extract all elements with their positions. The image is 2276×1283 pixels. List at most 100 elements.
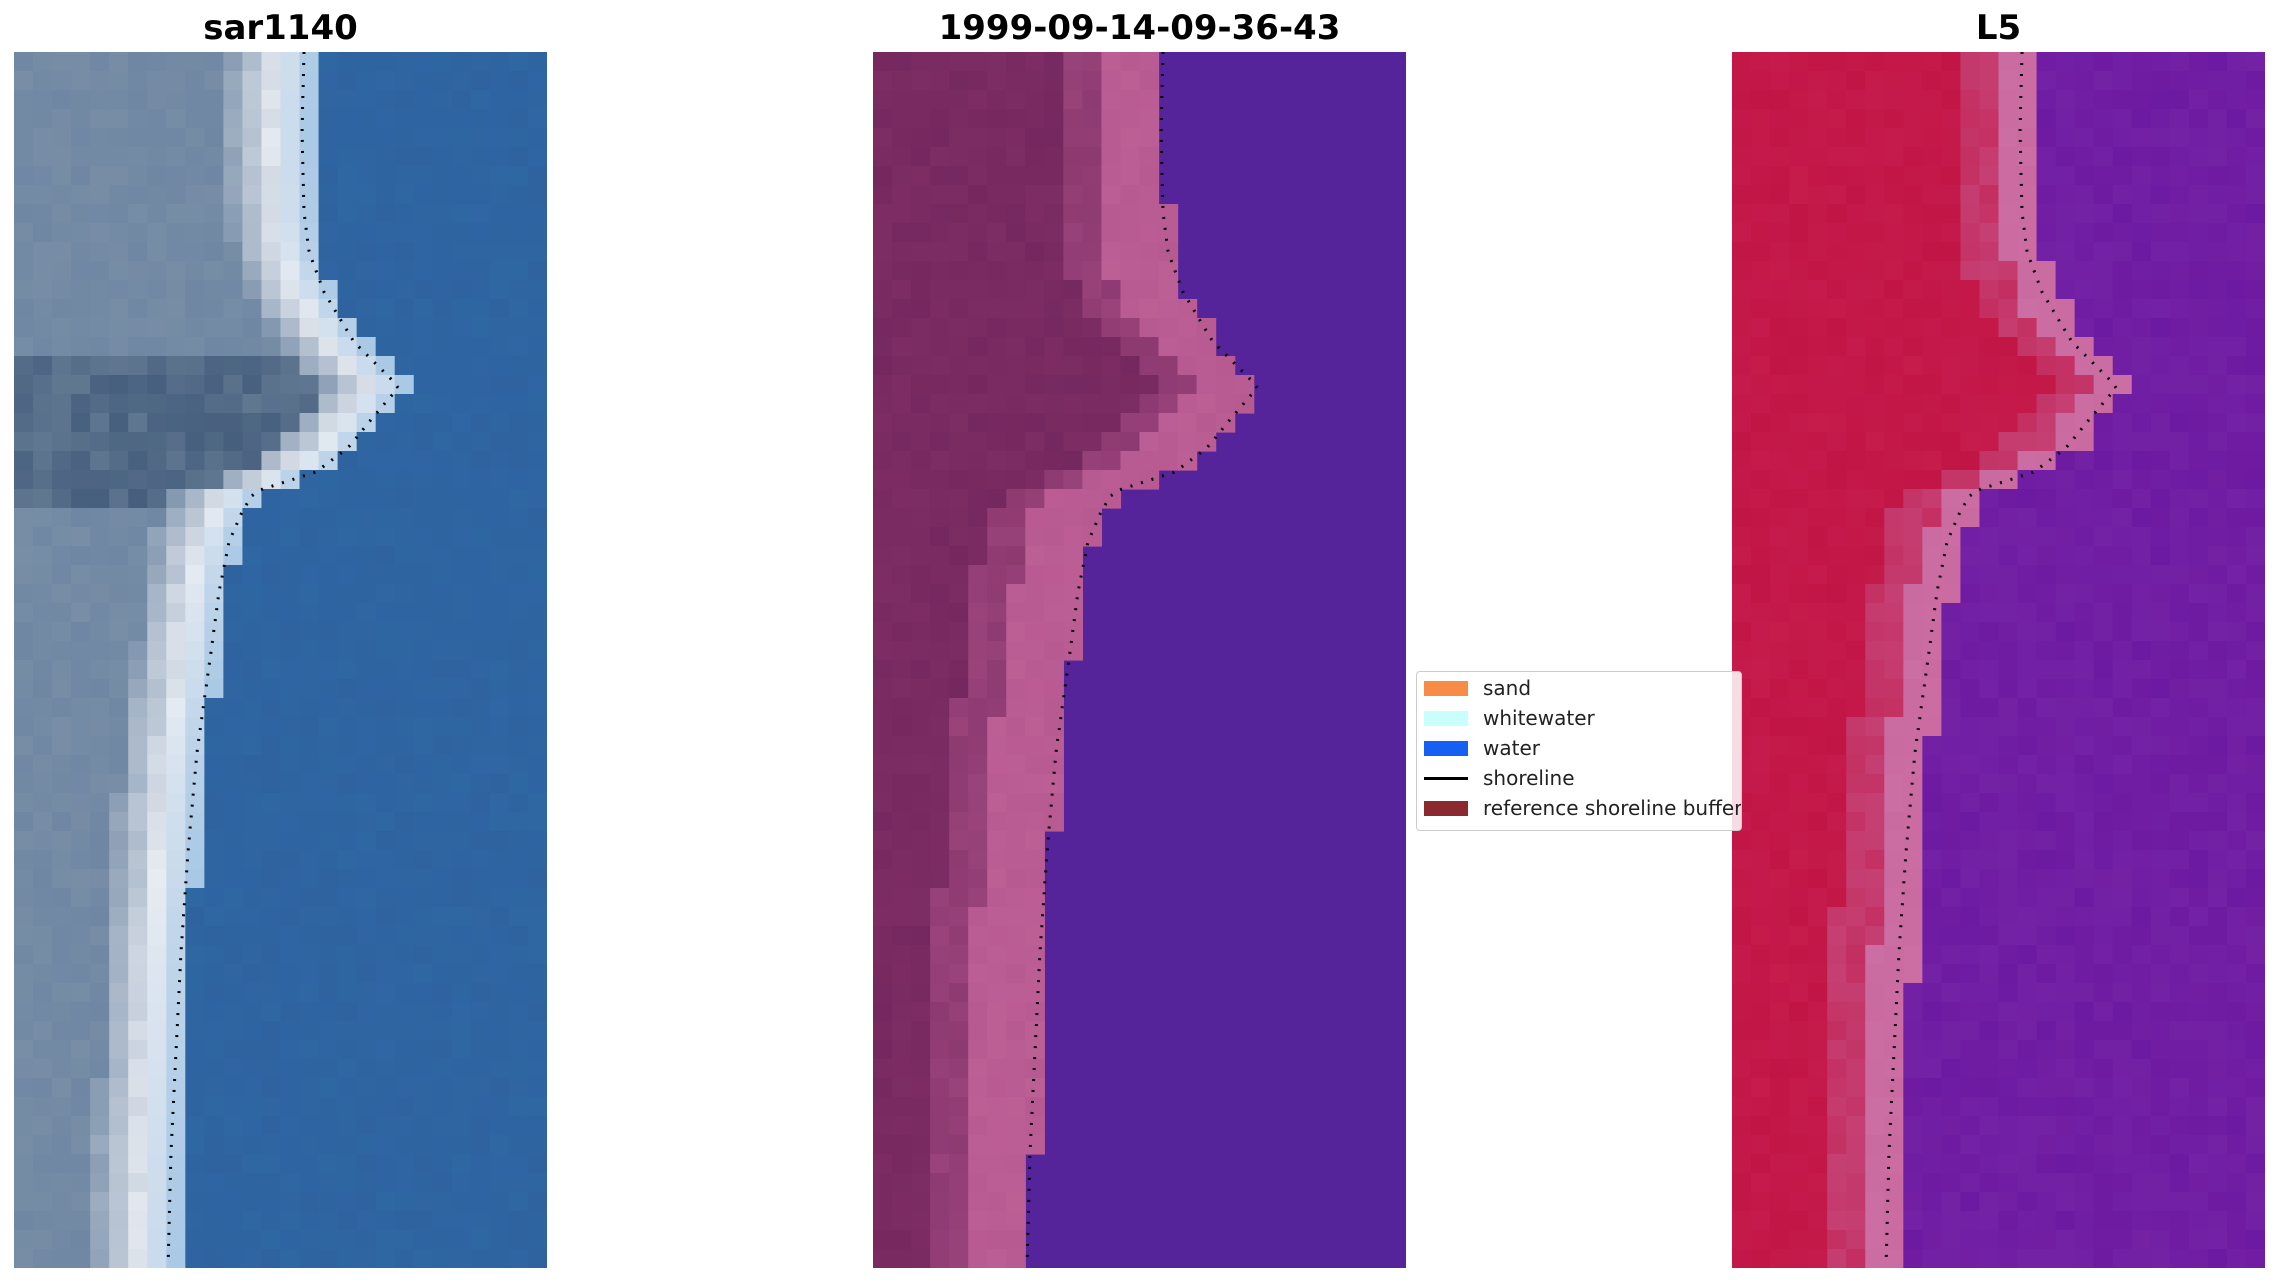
image-pixel (2246, 698, 2265, 718)
image-pixel (2151, 242, 2171, 262)
image-pixel (109, 508, 129, 528)
image-pixel (2037, 71, 2057, 91)
image-pixel (1732, 356, 1752, 376)
image-pixel (128, 432, 148, 452)
image-pixel (1025, 926, 1045, 946)
image-pixel (2056, 641, 2076, 661)
image-pixel (1846, 52, 1866, 72)
image-pixel (930, 926, 950, 946)
image-pixel (395, 983, 415, 1003)
image-pixel (281, 1097, 301, 1117)
image-pixel (1732, 1021, 1752, 1041)
image-pixel (1960, 451, 1980, 471)
image-pixel (414, 147, 434, 167)
image-pixel (509, 52, 529, 72)
image-pixel (185, 793, 205, 813)
image-pixel (1846, 1154, 1866, 1174)
image-pixel (319, 1059, 339, 1079)
image-pixel (873, 337, 893, 357)
image-pixel (1006, 1173, 1026, 1193)
image-pixel (395, 888, 415, 908)
image-pixel (14, 432, 34, 452)
image-pixel (414, 375, 434, 395)
image-pixel (1941, 774, 1961, 794)
image-pixel (2113, 185, 2133, 205)
image-pixel (1770, 717, 1790, 737)
image-pixel (930, 527, 950, 547)
image-pixel (930, 869, 950, 889)
image-pixel (968, 1002, 988, 1022)
image-pixel (1063, 128, 1083, 148)
image-pixel (33, 432, 53, 452)
image-pixel (452, 223, 472, 243)
image-pixel (242, 679, 262, 699)
image-pixel (90, 470, 110, 490)
image-pixel (414, 128, 434, 148)
image-pixel (433, 356, 453, 376)
image-pixel (1789, 71, 1809, 91)
image-pixel (2151, 337, 2171, 357)
image-pixel (471, 812, 491, 832)
image-pixel (490, 983, 510, 1003)
image-pixel (338, 432, 358, 452)
image-pixel (71, 717, 91, 737)
image-pixel (1903, 166, 1923, 186)
image-pixel (14, 1021, 34, 1041)
image-pixel (509, 90, 529, 110)
image-pixel (2132, 147, 2152, 167)
image-pixel (300, 1173, 320, 1193)
image-pixel (1751, 660, 1771, 680)
image-pixel (1999, 242, 2019, 262)
image-pixel (300, 812, 320, 832)
image-pixel (414, 242, 434, 262)
image-pixel (968, 888, 988, 908)
image-pixel (2132, 679, 2152, 699)
image-pixel (1789, 888, 1809, 908)
image-pixel (319, 413, 339, 433)
image-pixel (892, 793, 912, 813)
image-pixel (1922, 337, 1942, 357)
image-pixel (376, 90, 396, 110)
image-pixel (261, 793, 281, 813)
image-pixel (1732, 413, 1752, 433)
image-pixel (1808, 280, 1828, 300)
image-pixel (911, 622, 931, 642)
image-pixel (911, 394, 931, 414)
image-pixel (1808, 1078, 1828, 1098)
image-pixel (33, 565, 53, 585)
image-pixel (395, 907, 415, 927)
image-pixel (261, 1116, 281, 1136)
image-pixel (949, 1002, 969, 1022)
image-pixel (892, 698, 912, 718)
image-pixel (357, 432, 377, 452)
image-pixel (528, 717, 547, 737)
image-pixel (90, 1002, 110, 1022)
image-pixel (71, 1021, 91, 1041)
image-pixel (2037, 527, 2057, 547)
image-pixel (242, 489, 262, 509)
image-pixel (490, 166, 510, 186)
image-pixel (1063, 546, 1083, 566)
image-pixel (2037, 907, 2057, 927)
image-pixel (1827, 584, 1847, 604)
image-pixel (261, 1078, 281, 1098)
image-pixel (1999, 261, 2019, 281)
image-pixel (395, 147, 415, 167)
image-pixel (930, 413, 950, 433)
image-pixel (2056, 242, 2076, 262)
image-pixel (1770, 812, 1790, 832)
image-pixel (109, 451, 129, 471)
image-pixel (395, 1097, 415, 1117)
image-pixel (2018, 166, 2038, 186)
image-pixel (2075, 318, 2095, 338)
image-pixel (433, 204, 453, 224)
image-pixel (1025, 622, 1045, 642)
image-pixel (2208, 166, 2228, 186)
image-pixel (1941, 128, 1961, 148)
image-pixel (1903, 375, 1923, 395)
image-pixel (414, 280, 434, 300)
image-pixel (52, 451, 72, 471)
image-pixel (2113, 128, 2133, 148)
image-pixel (1770, 90, 1790, 110)
image-pixel (2132, 660, 2152, 680)
